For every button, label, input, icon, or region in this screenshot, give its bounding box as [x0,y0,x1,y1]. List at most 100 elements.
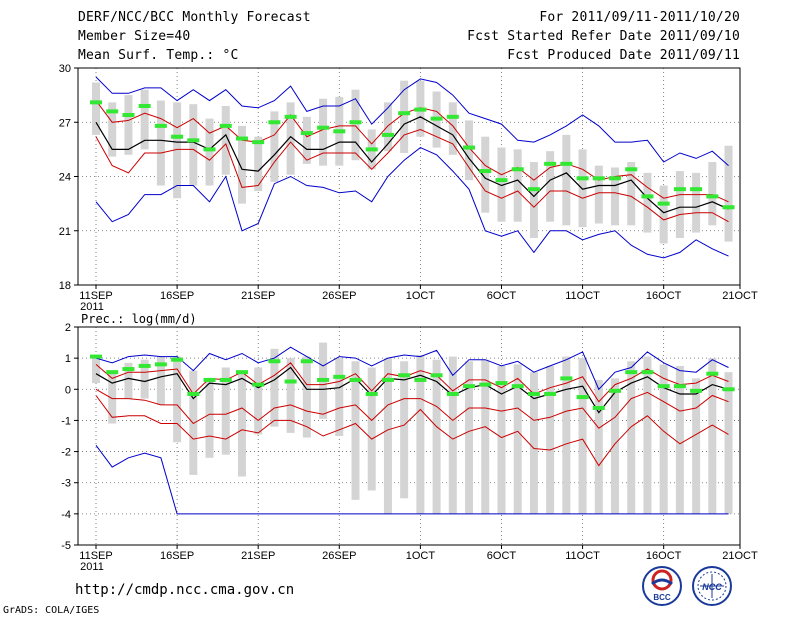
ensemble-box [302,356,311,438]
ensemble-box [319,98,328,166]
x-tick-label: 21OCT [722,290,758,302]
ensemble-box [383,102,392,152]
ensemble-box [108,372,117,424]
observed-marker [690,187,703,192]
ensemble-box [432,359,441,514]
observed-marker [381,132,394,137]
observed-marker [349,377,362,382]
y-tick-label: 0 [65,384,71,396]
ensemble-box [578,149,587,228]
ensemble-box [173,356,182,443]
observed-marker [219,123,232,128]
observed-marker [171,357,184,362]
ensemble-box [692,172,701,233]
ensemble-box [237,125,246,204]
ensemble-box [724,372,733,514]
series-min-line [95,445,729,515]
ensemble-box [675,171,684,238]
observed-marker [203,377,216,382]
x-tick-label: 21OCT [722,550,758,562]
y-tick-label: -5 [61,540,71,552]
observed-marker [90,100,102,105]
ensemble-box [708,358,717,514]
observed-marker [138,363,151,368]
x-tick-label: 16OCT [646,290,682,302]
observed-marker [284,379,297,384]
observed-marker [252,382,265,387]
ensemble-box [237,373,246,477]
observed-marker [317,377,330,382]
produced-date: Fcst Produced Date 2011/09/11 [507,48,740,63]
observed-marker [495,178,508,183]
ensemble-box [611,167,620,226]
ensemble-box [481,359,490,514]
observed-marker [268,359,281,364]
ensemble-box [221,105,230,175]
observed-marker [511,167,524,172]
ensemble-box [513,364,522,514]
ensemble-box [578,358,587,514]
observed-marker [544,161,557,166]
observed-marker [673,187,686,192]
source-url[interactable]: http://cmdp.ncc.cma.gov.cn [75,582,295,598]
ensemble-box [270,348,279,427]
observed-marker [722,387,735,392]
ensemble-box [643,356,652,514]
observed-marker [544,391,557,396]
y-tick-label: 18 [59,280,71,292]
x-tick-label: 21SEP [241,290,275,302]
ensemble-box [140,359,149,399]
observed-marker [641,194,654,199]
observed-marker [414,107,427,112]
ensemble-box [205,378,214,458]
ensemble-box [108,102,117,157]
variable-label: Mean Surf. Temp.: °C [78,48,239,63]
observed-marker [560,161,573,166]
observed-marker [106,109,119,114]
observed-marker [138,103,151,108]
ensemble-box [546,365,555,514]
x-tick-label: 1OCT [406,550,436,562]
series-lower_quartile-line [95,388,729,429]
ensemble-box [156,356,165,405]
ensemble-box [351,361,360,500]
ensemble-box [465,120,474,181]
observed-marker [673,384,686,389]
plot-frame [77,326,741,546]
observed-marker [560,376,573,381]
observed-marker [122,113,135,118]
observed-marker [414,377,427,382]
ensemble-box [400,361,409,499]
x-tick-label: 11OCT [565,290,600,302]
ensemble-box [221,367,230,455]
ensemble-box [173,102,182,199]
ensemble-box [400,80,409,153]
started-date: Fcst Started Refer Date 2011/09/10 [467,29,740,44]
ensemble-box [156,100,165,186]
observed-marker [106,370,119,375]
observed-marker [527,391,540,396]
x-tick-sublabel: 2011 [80,561,104,573]
series-upper_quartile-line [95,100,729,203]
ensemble-box [124,362,133,399]
observed-marker [365,391,378,396]
observed-marker [463,145,476,150]
ensemble-box [627,162,636,226]
ensemble-box [497,365,506,514]
x-tick-label: 21SEP [241,550,275,562]
ensemble-box [659,185,668,244]
observed-marker [203,147,216,152]
observed-marker [235,370,248,375]
x-tick-label: 16SEP [160,290,194,302]
series-median-line [95,116,729,214]
observed-marker [252,140,265,145]
observed-marker [300,359,313,364]
ensemble-box [497,147,506,222]
observed-marker [365,147,378,152]
y-tick-label: 2 [65,322,71,334]
forecast-period: For 2011/09/11-2011/10/20 [539,10,740,25]
ensemble-box [611,378,620,514]
ensemble-box [546,151,555,222]
